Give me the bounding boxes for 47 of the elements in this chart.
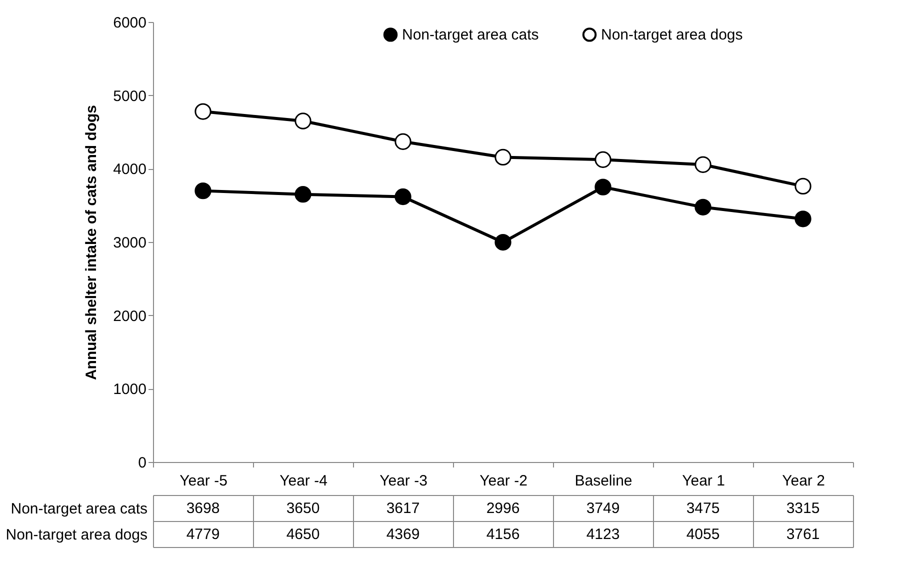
data-label: 3650	[286, 500, 320, 517]
x-tick-label: Baseline	[574, 472, 632, 490]
y-tick-label: 1000	[113, 381, 146, 398]
y-tick-label: 0	[138, 454, 146, 472]
point	[494, 234, 512, 251]
data-label: 3315	[786, 500, 820, 517]
y-tick-label: 4000	[113, 161, 146, 178]
data-label: 4779	[186, 526, 220, 543]
data-label: 3749	[586, 500, 620, 517]
point	[794, 210, 812, 228]
data-label: 3761	[786, 526, 820, 543]
point	[394, 188, 412, 206]
data-label: 3617	[386, 500, 420, 517]
point	[594, 178, 612, 196]
y-tick-label: 5000	[113, 88, 146, 105]
point	[594, 151, 612, 168]
y-axis-title: Annual shelter intake of cats and dogs	[83, 104, 100, 380]
legend-label: Non-target area dogs	[601, 26, 743, 44]
data-label: 4369	[386, 526, 420, 543]
point	[494, 148, 512, 166]
point	[294, 186, 312, 203]
x-tick-label: Year -3	[380, 472, 428, 490]
data-label: 2996	[486, 500, 520, 517]
point	[794, 178, 812, 195]
legend-label: Non-target area cats	[402, 26, 539, 44]
x-tick-label: Year -4	[280, 472, 328, 490]
point	[394, 133, 412, 150]
point	[294, 112, 312, 130]
point	[194, 182, 212, 200]
text: Non-target area cats	[10, 500, 148, 518]
data-label: 4650	[286, 526, 320, 543]
x-tick-label: Year 2	[782, 472, 825, 490]
data-label: 3698	[186, 500, 220, 517]
data-label: 4156	[486, 526, 520, 543]
y-tick-label: 6000	[113, 14, 146, 32]
x-tick-label: Year -2	[480, 472, 528, 490]
point	[194, 103, 212, 120]
y-tick-label: 2000	[113, 308, 146, 325]
point	[694, 198, 712, 216]
point	[694, 156, 712, 173]
x-tick-label: Year -5	[180, 472, 228, 490]
data-label: 4123	[586, 526, 620, 543]
data-label: 3475	[686, 500, 720, 517]
x-tick-label: Year 1	[682, 472, 725, 490]
y-tick-label: 3000	[113, 234, 146, 252]
text: Non-target area dogs	[6, 526, 148, 544]
data-label: 4055	[686, 526, 720, 543]
